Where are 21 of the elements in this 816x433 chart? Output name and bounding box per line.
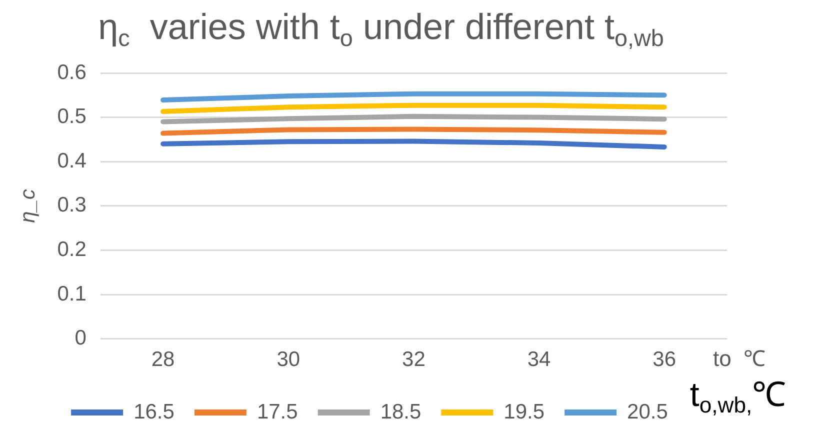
legend-label: 20.5 xyxy=(627,400,668,424)
legend-label: 17.5 xyxy=(256,400,298,424)
legend-title: t$_{o,wb,}$℃ xyxy=(690,376,786,418)
legend-label: 16.5 xyxy=(134,400,174,424)
legend-label: 18.5 xyxy=(380,400,422,424)
x-tick-label: 28 xyxy=(151,348,175,372)
legend-label: 19.5 xyxy=(504,400,545,424)
y-tick-label: 0.3 xyxy=(57,194,86,217)
y-tick-label: 0.1 xyxy=(57,282,86,306)
y-tick-label: 0 xyxy=(74,326,86,350)
chart-title: η$_{c}$ varies with t$_{o}$ under different t$_{o,wb}$ xyxy=(97,6,665,52)
y-tick-label: 0.6 xyxy=(57,60,86,84)
x-axis-title: to ℃ xyxy=(713,344,766,372)
x-tick-label: 32 xyxy=(402,348,426,372)
y-tick-label: 0.4 xyxy=(57,149,87,172)
x-tick-label: 36 xyxy=(652,348,676,372)
y-tick-label: 0.2 xyxy=(57,238,86,261)
y-axis-title: η_c xyxy=(16,188,40,223)
y-tick-label: 0.5 xyxy=(57,105,86,128)
x-tick-label: 34 xyxy=(527,348,552,372)
x-tick-label: 30 xyxy=(276,348,300,372)
